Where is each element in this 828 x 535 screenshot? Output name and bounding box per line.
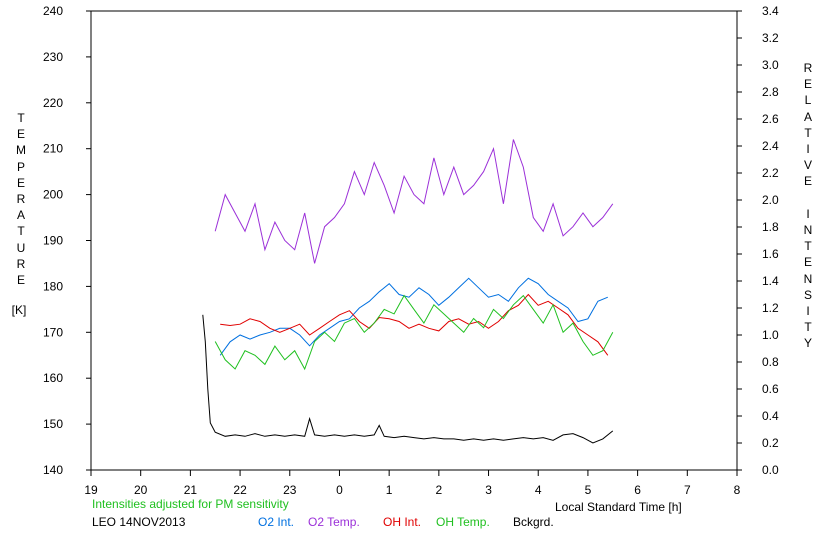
x-tick-label: 4 (535, 483, 542, 497)
y-axis-left-label: T E M P E R A T U R E (16, 111, 26, 288)
y-right-tick-label: 2.8 (762, 85, 779, 99)
x-tick-label: 1 (386, 483, 393, 497)
y-left-tick-label: 210 (43, 142, 63, 156)
y-right-tick-label: 3.0 (762, 58, 779, 72)
y-axis-left-unit: [K] (11, 303, 27, 317)
y-left-tick-label: 240 (43, 4, 63, 18)
x-tick-label: 0 (336, 483, 343, 497)
y-right-tick-label: 2.0 (762, 193, 779, 207)
plot-frame (90, 10, 738, 471)
x-tick-label: 22 (233, 483, 247, 497)
y-left-tick-label: 180 (43, 279, 63, 293)
x-tick-label: 8 (734, 483, 741, 497)
series-line-oh-int (220, 293, 609, 356)
y-right-tick-label: 2.6 (762, 112, 779, 126)
y-right-tick-label: 0.6 (762, 382, 779, 396)
series-line-o2-int (219, 277, 608, 356)
legend-entry: OH Int. (383, 515, 422, 529)
y-right-tick-label: 1.6 (762, 247, 779, 261)
axis-ticks: 19 20 21 22 23 0 1 2 3 4 5 6 7 8140150160170180190200… (43, 4, 779, 497)
legend-entry: O2 Temp. (308, 515, 360, 529)
y-right-tick-label: 2.4 (762, 139, 779, 153)
y-right-tick-label: 0.2 (762, 436, 779, 450)
legend-entry: Bckgrd. (513, 515, 554, 529)
y-right-tick-label: 1.4 (762, 274, 779, 288)
series-line-bckgrd (202, 314, 614, 444)
x-tick-label: 7 (684, 483, 691, 497)
x-tick-label: 23 (283, 483, 297, 497)
y-right-tick-label: 0.8 (762, 355, 779, 369)
x-tick-label: 6 (634, 483, 641, 497)
x-tick-label: 20 (134, 483, 148, 497)
y-left-tick-label: 200 (43, 188, 63, 202)
y-left-tick-label: 160 (43, 371, 63, 385)
y-right-tick-label: 1.2 (762, 301, 779, 315)
series-lines (202, 139, 614, 444)
y-right-tick-label: 0.0 (762, 463, 779, 477)
legend-entry: O2 Int. (258, 515, 295, 529)
y-right-tick-label: 1.0 (762, 328, 779, 342)
y-right-tick-label: 3.2 (762, 31, 779, 45)
x-axis-label: Local Standard Time [h] (555, 500, 682, 514)
x-tick-label: 3 (485, 483, 492, 497)
y-right-tick-label: 3.4 (762, 4, 779, 18)
y-left-tick-label: 230 (43, 50, 63, 64)
station-date: LEO 14NOV2013 (92, 515, 186, 529)
legend-entry: OH Temp. (436, 515, 490, 529)
y-left-tick-label: 140 (43, 463, 63, 477)
y-right-tick-label: 2.2 (762, 166, 779, 180)
x-tick-label: 5 (585, 483, 592, 497)
sensitivity-note: Intensities adjusted for PM sensitivity (92, 497, 289, 511)
y-left-tick-label: 170 (43, 325, 63, 339)
y-left-tick-label: 190 (43, 234, 63, 248)
y-left-tick-label: 150 (43, 417, 63, 431)
y-axis-right-label: R E L A T I V E I N T E N S I T Y (803, 61, 813, 351)
y-right-tick-label: 0.4 (762, 409, 779, 423)
x-tick-label: 19 (84, 483, 98, 497)
y-right-tick-label: 1.8 (762, 220, 779, 234)
y-left-tick-label: 220 (43, 96, 63, 110)
x-tick-label: 2 (436, 483, 443, 497)
series-line-o2-temp (214, 139, 614, 264)
series-line-oh-temp (214, 294, 614, 371)
x-tick-label: 21 (184, 483, 198, 497)
